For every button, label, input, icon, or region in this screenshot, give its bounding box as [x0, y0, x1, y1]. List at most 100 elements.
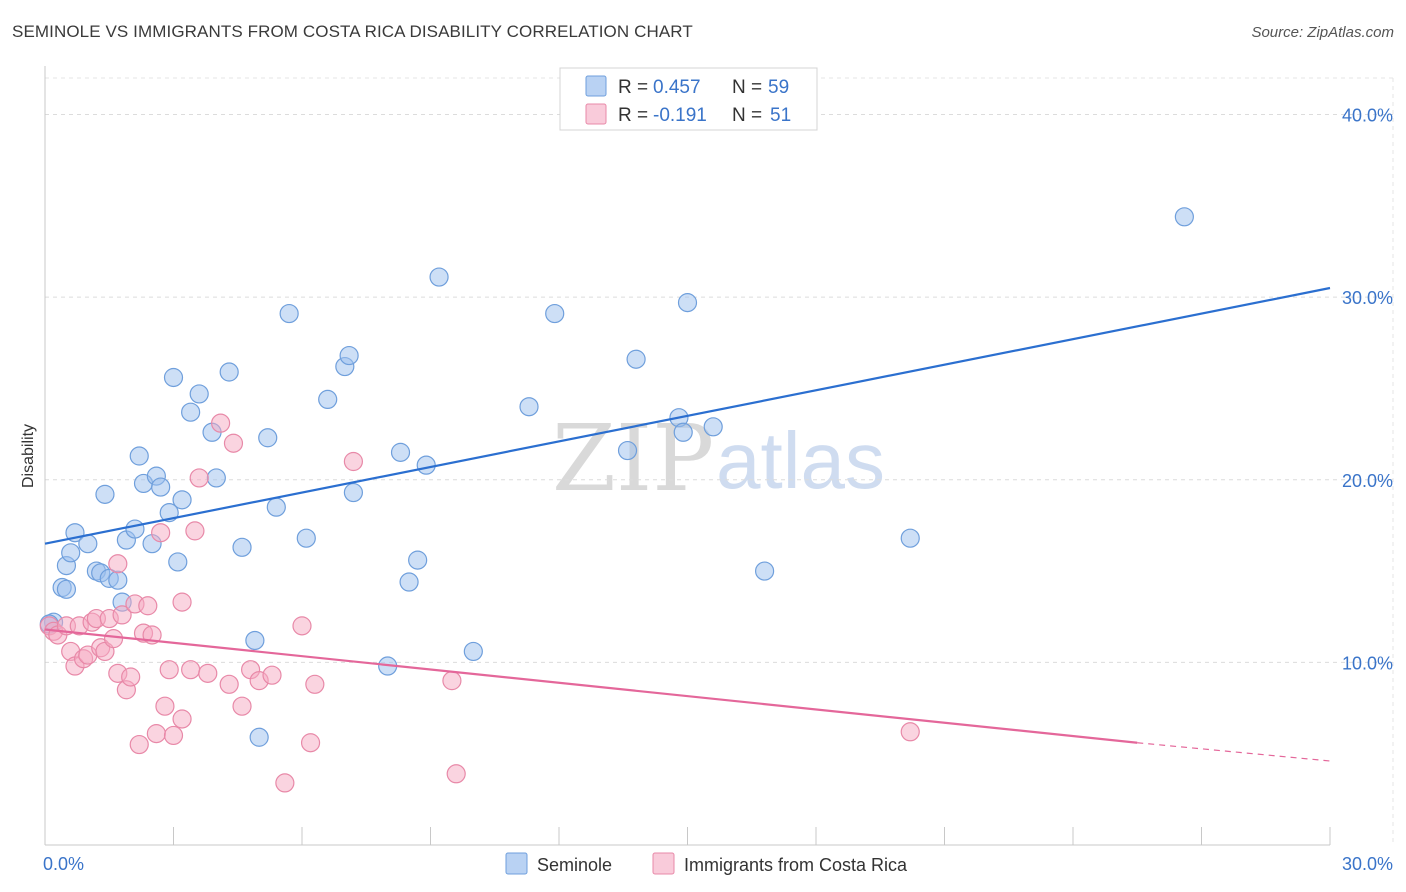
watermark-atlas: atlas — [716, 416, 885, 505]
costa-rica-point — [172, 592, 192, 612]
seminole-point — [429, 267, 449, 287]
costa-rica-trend-extension — [1137, 742, 1331, 762]
costa-rica-point — [146, 724, 166, 744]
y-tick-label: 20.0% — [1342, 471, 1393, 491]
legend-swatch-costa-rica — [585, 103, 607, 125]
seminole-point — [219, 362, 239, 382]
costa-rica-point — [103, 629, 124, 649]
seminole-point — [232, 537, 252, 557]
data-points — [39, 207, 1194, 793]
legend-n-value-seminole: 59 — [768, 77, 789, 98]
bottom-legend-swatch-seminole — [505, 852, 528, 875]
x-tick-label-max: 30.0% — [1342, 854, 1393, 874]
costa-rica-point — [138, 596, 158, 616]
seminole-point — [1174, 207, 1194, 227]
seminole-point — [151, 477, 171, 497]
costa-rica-point — [108, 554, 128, 574]
seminole-point — [617, 440, 638, 461]
x-tick-label-min: 0.0% — [43, 854, 84, 874]
legend-r-value-costa-rica: -0.191 — [653, 105, 707, 126]
costa-rica-point — [275, 773, 295, 793]
y-tick-label: 40.0% — [1342, 106, 1393, 126]
correlation-legend: R = 0.457 N = 59 R = -0.191 N = 51 — [559, 67, 818, 131]
costa-rica-point — [198, 663, 218, 683]
bottom-legend-label-seminole: Seminole — [537, 855, 612, 875]
costa-rica-point — [163, 725, 184, 746]
legend-n-label-costa-rica: N = — [732, 105, 762, 126]
costa-rica-point — [292, 616, 312, 636]
seminole-point — [168, 552, 188, 572]
y-axis-label: Disability — [20, 424, 37, 488]
seminole-point — [339, 345, 359, 366]
axes — [44, 66, 1331, 846]
seminole-point — [519, 397, 539, 417]
seminole-point — [463, 641, 483, 662]
costa-rica-point — [446, 764, 466, 784]
seminole-point — [129, 446, 149, 466]
legend-n-value-costa-rica: 51 — [770, 105, 791, 126]
costa-rica-point — [262, 665, 282, 685]
seminole-point — [163, 367, 184, 388]
trend-lines — [44, 286, 1331, 762]
seminole-point — [343, 482, 363, 503]
costa-rica-point — [232, 696, 252, 716]
y-tick-labels: 10.0% 20.0% 30.0% 40.0% — [1342, 106, 1393, 674]
seminole-point — [189, 384, 209, 404]
series-legend: Seminole Immigrants from Costa Rica — [505, 852, 908, 875]
seminole-point — [279, 303, 299, 324]
seminole-point — [677, 293, 698, 313]
costa-rica-point — [112, 605, 132, 625]
seminole-point — [95, 484, 115, 504]
legend-r-label-costa-rica: R = — [618, 105, 648, 126]
seminole-point — [754, 561, 775, 581]
costa-rica-point — [900, 722, 920, 742]
costa-rica-point — [305, 674, 325, 694]
bottom-legend-label-costa-rica: Immigrants from Costa Rica — [684, 855, 908, 875]
seminole-point — [206, 468, 226, 488]
source-credit: Source: ZipAtlas.com — [1251, 24, 1394, 41]
costa-rica-trend-line — [44, 628, 1138, 744]
legend-r-label-seminole: R = — [618, 77, 648, 98]
costa-rica-point — [181, 660, 201, 680]
seminole-point — [249, 727, 269, 747]
seminole-point — [673, 422, 693, 442]
seminole-point — [266, 497, 286, 517]
seminole-point — [703, 417, 723, 437]
seminole-point — [56, 579, 77, 599]
seminole-point — [245, 630, 265, 651]
seminole-trend-line — [44, 286, 1331, 545]
seminole-point — [296, 528, 316, 548]
seminole-point — [318, 389, 338, 410]
costa-rica-point — [223, 433, 244, 453]
seminole-point — [626, 349, 646, 369]
costa-rica-point — [121, 667, 141, 687]
costa-rica-point — [211, 413, 231, 433]
seminole-point — [399, 572, 419, 592]
legend-n-label-seminole: N = — [732, 77, 762, 98]
seminole-point — [125, 519, 145, 539]
costa-rica-point — [300, 733, 321, 753]
costa-rica-point — [129, 734, 149, 755]
watermark-zip: ZIP — [552, 405, 714, 512]
costa-rica-point — [151, 523, 171, 543]
seminole-point — [258, 428, 278, 448]
seminole-point — [416, 455, 436, 475]
costa-rica-point — [159, 660, 179, 680]
chart-title: SEMINOLE VS IMMIGRANTS FROM COSTA RICA D… — [12, 22, 693, 41]
costa-rica-point — [185, 521, 205, 541]
seminole-point — [545, 303, 565, 324]
y-tick-label: 30.0% — [1342, 288, 1393, 308]
seminole-point — [172, 490, 192, 510]
costa-rica-point — [442, 671, 462, 691]
legend-swatch-seminole — [585, 75, 607, 97]
seminole-point — [900, 528, 920, 548]
costa-rica-point — [155, 696, 175, 716]
costa-rica-point — [219, 674, 239, 694]
legend-r-value-seminole: 0.457 — [653, 77, 701, 98]
costa-rica-point — [172, 709, 192, 729]
costa-rica-point — [189, 468, 209, 488]
seminole-point — [108, 570, 128, 590]
costa-rica-point — [343, 451, 363, 472]
bottom-legend-swatch-costa-rica — [652, 852, 675, 875]
